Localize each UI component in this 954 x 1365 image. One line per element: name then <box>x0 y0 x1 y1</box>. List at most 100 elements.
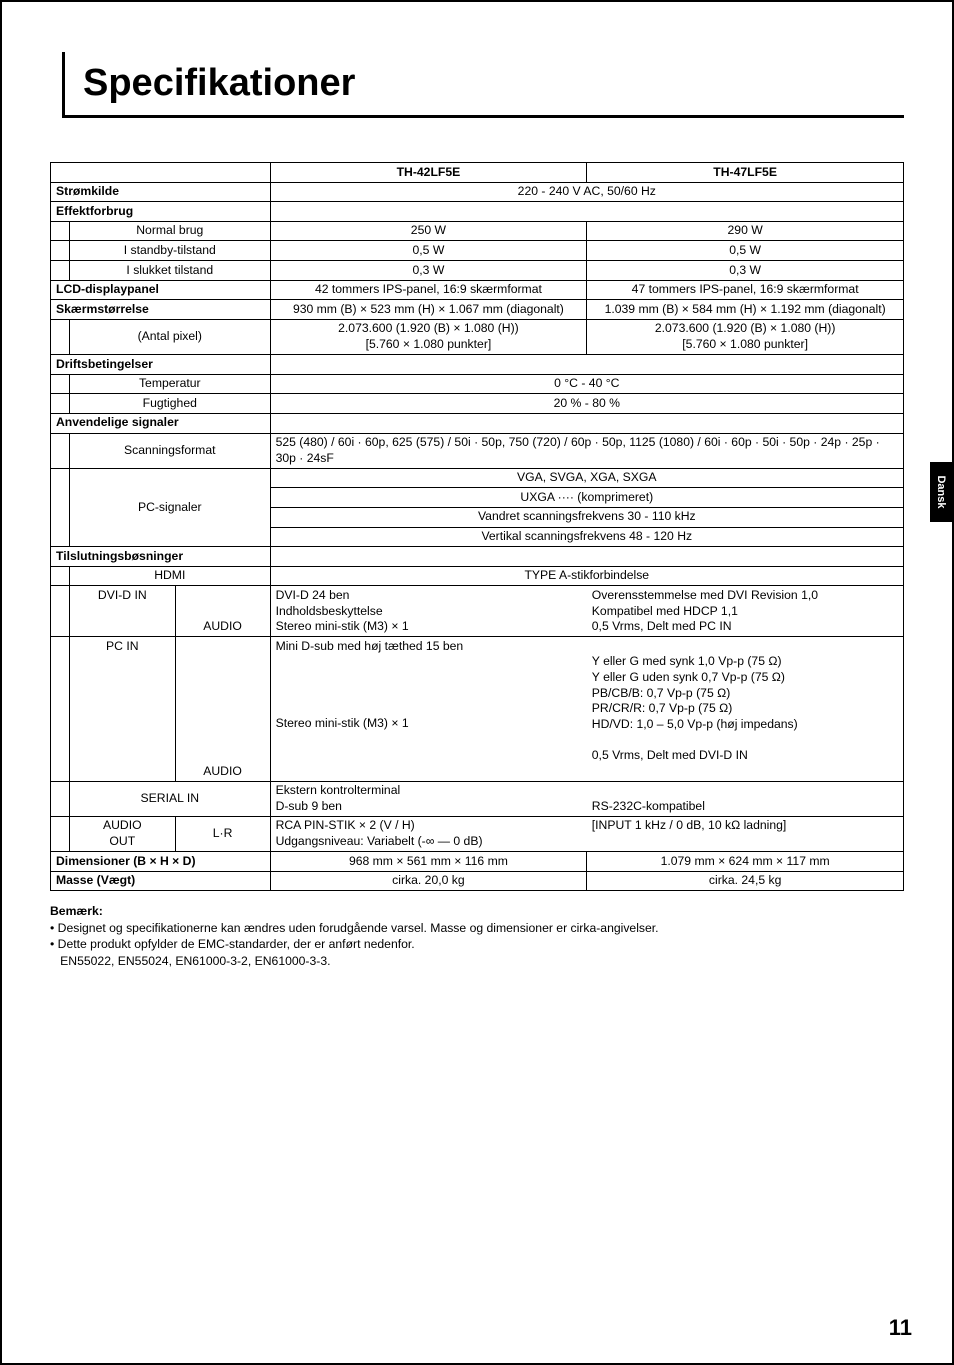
indent-cell <box>51 319 70 354</box>
row-label: LCD-displaypanel <box>51 280 271 300</box>
cell: 0,3 W <box>270 261 587 281</box>
table-row: Skærmstørrelse 930 mm (B) × 523 mm (H) ×… <box>51 300 904 320</box>
row-label: PC IN <box>70 637 176 781</box>
page-number: 11 <box>889 1315 912 1341</box>
indent-cell <box>51 781 70 816</box>
section-header: Tilslutningsbøsninger <box>51 547 271 567</box>
row-label: SERIAL IN <box>70 781 271 816</box>
row-label: Fugtighed <box>70 394 271 414</box>
cell: 47 tommers IPS-panel, 16:9 skærmformat <box>587 280 904 300</box>
table-row: Temperatur 0 °C - 40 °C <box>51 374 904 394</box>
pcin-left: Mini D-sub med høj tæthed 15 ben <box>276 639 582 655</box>
cell: 290 W <box>587 221 904 241</box>
row-label: (Antal pixel) <box>70 319 271 354</box>
indent-cell <box>51 566 70 586</box>
table-row: Dimensioner (B × H × D) 968 mm × 561 mm … <box>51 852 904 872</box>
pc-line: Vertikal scanningsfrekvens 48 - 120 Hz <box>271 528 903 547</box>
row-label: AUDIO <box>175 586 270 637</box>
row-label: Dimensioner (B × H × D) <box>51 852 271 872</box>
cell: 0,5 W <box>587 241 904 261</box>
table-row: Fugtighed 20 % - 80 % <box>51 394 904 414</box>
section-header: Anvendelige signaler <box>51 413 271 433</box>
indent-cell <box>51 374 70 394</box>
blank-cell <box>270 355 903 375</box>
notes-line: • Dette produkt opfylder de EMC-standard… <box>50 936 904 952</box>
row-label: Normal brug <box>70 221 271 241</box>
row-label: PC-signaler <box>70 468 271 546</box>
table-row: SERIAL IN Ekstern kontrolterminal D-sub … <box>51 781 904 816</box>
row-label: HDMI <box>70 566 271 586</box>
cell: 2.073.600 (1.920 (B) × 1.080 (H)) [5.760… <box>270 319 587 354</box>
audio-out-label: AUDIO <box>103 818 142 832</box>
spec-table: TH-42LF5E TH-47LF5E Strømkilde 220 - 240… <box>50 162 904 891</box>
table-row: I slukket tilstand 0,3 W 0,3 W <box>51 261 904 281</box>
indent-cell <box>51 586 70 637</box>
indent-cell <box>51 394 70 414</box>
cell: 1.079 mm × 624 mm × 117 mm <box>587 852 904 872</box>
cell: 0 °C - 40 °C <box>270 374 903 394</box>
cell: 220 - 240 V AC, 50/60 Hz <box>270 182 903 202</box>
notes-line: • Designet og specifikationerne kan ændr… <box>50 920 904 936</box>
row-label: Scanningsformat <box>70 433 271 468</box>
table-row: AUDIO OUT L·R RCA PIN-STIK × 2 (V / H) U… <box>51 816 904 851</box>
table-row: Masse (Vægt) cirka. 20,0 kg cirka. 24,5 … <box>51 871 904 891</box>
row-label: AUDIO OUT <box>70 816 176 851</box>
row-label: I standby-tilstand <box>70 241 271 261</box>
row-label: AUDIO <box>175 637 270 781</box>
pc-line: Vandret scanningsfrekvens 30 - 110 kHz <box>271 508 903 528</box>
blank-cell <box>270 413 903 433</box>
section-header: Effektforbrug <box>51 202 271 222</box>
indent-cell <box>51 261 70 281</box>
cell: cirka. 24,5 kg <box>587 871 904 891</box>
cell: 0,5 W <box>270 241 587 261</box>
col-header: TH-42LF5E <box>270 163 587 183</box>
table-row: PC IN AUDIO Mini D-sub med høj tæthed 15… <box>51 637 904 781</box>
indent-cell <box>51 468 70 546</box>
table-row: Tilslutningsbøsninger <box>51 547 904 567</box>
notes-line: EN55022, EN55024, EN61000-3-2, EN61000-3… <box>50 953 904 969</box>
language-tab: Dansk <box>930 462 952 522</box>
cell: 42 tommers IPS-panel, 16:9 skærmformat <box>270 280 587 300</box>
indent-cell <box>51 221 70 241</box>
cell: VGA, SVGA, XGA, SXGA UXGA ···· (komprime… <box>270 468 903 546</box>
table-row: I standby-tilstand 0,5 W 0,5 W <box>51 241 904 261</box>
cell: DVI-D 24 ben Indholdsbeskyttelse Stereo … <box>270 586 903 637</box>
blank-cell <box>51 163 271 183</box>
cell: 1.039 mm (B) × 584 mm (H) × 1.192 mm (di… <box>587 300 904 320</box>
cell: 250 W <box>270 221 587 241</box>
audio-out-label: OUT <box>109 834 135 848</box>
cell: Ekstern kontrolterminal D-sub 9 ben RS-2… <box>270 781 903 816</box>
pc-line: VGA, SVGA, XGA, SXGA <box>271 469 903 489</box>
cell: 2.073.600 (1.920 (B) × 1.080 (H)) [5.760… <box>587 319 904 354</box>
table-row: Effektforbrug <box>51 202 904 222</box>
table-row: HDMI TYPE A-stikforbindelse <box>51 566 904 586</box>
indent-cell <box>51 241 70 261</box>
cell: 930 mm (B) × 523 mm (H) × 1.067 mm (diag… <box>270 300 587 320</box>
blank-cell <box>270 547 903 567</box>
audio-right: [INPUT 1 kHz / 0 dB, 10 kΩ ladning] <box>587 817 903 851</box>
cell: 20 % - 80 % <box>270 394 903 414</box>
table-row: LCD-displaypanel 42 tommers IPS-panel, 1… <box>51 280 904 300</box>
row-label: DVI-D IN <box>70 586 176 637</box>
row-label: Skærmstørrelse <box>51 300 271 320</box>
indent-cell <box>51 433 70 468</box>
pcin-left: Stereo mini-stik (M3) × 1 <box>276 716 582 732</box>
table-row: TH-42LF5E TH-47LF5E <box>51 163 904 183</box>
blank-cell <box>270 202 903 222</box>
table-row: PC-signaler VGA, SVGA, XGA, SXGA UXGA ··… <box>51 468 904 546</box>
row-label: L·R <box>175 816 270 851</box>
pc-line: UXGA ···· (komprimeret) <box>271 488 903 508</box>
cell: RCA PIN-STIK × 2 (V / H) Udgangsniveau: … <box>270 816 903 851</box>
indent-cell <box>51 816 70 851</box>
notes-header: Bemærk: <box>50 903 904 919</box>
pcin-right: 0,5 Vrms, Delt med DVI-D IN <box>592 748 898 764</box>
page-title: Specifikationer <box>83 62 904 105</box>
cell: 0,3 W <box>587 261 904 281</box>
col-header: TH-47LF5E <box>587 163 904 183</box>
section-header: Driftsbetingelser <box>51 355 271 375</box>
language-tab-label: Dansk <box>935 475 947 508</box>
table-row: Strømkilde 220 - 240 V AC, 50/60 Hz <box>51 182 904 202</box>
notes: Bemærk: • Designet og specifikationerne … <box>50 903 904 969</box>
cell: TYPE A-stikforbindelse <box>270 566 903 586</box>
table-row: DVI-D IN AUDIO DVI-D 24 ben Indholdsbesk… <box>51 586 904 637</box>
